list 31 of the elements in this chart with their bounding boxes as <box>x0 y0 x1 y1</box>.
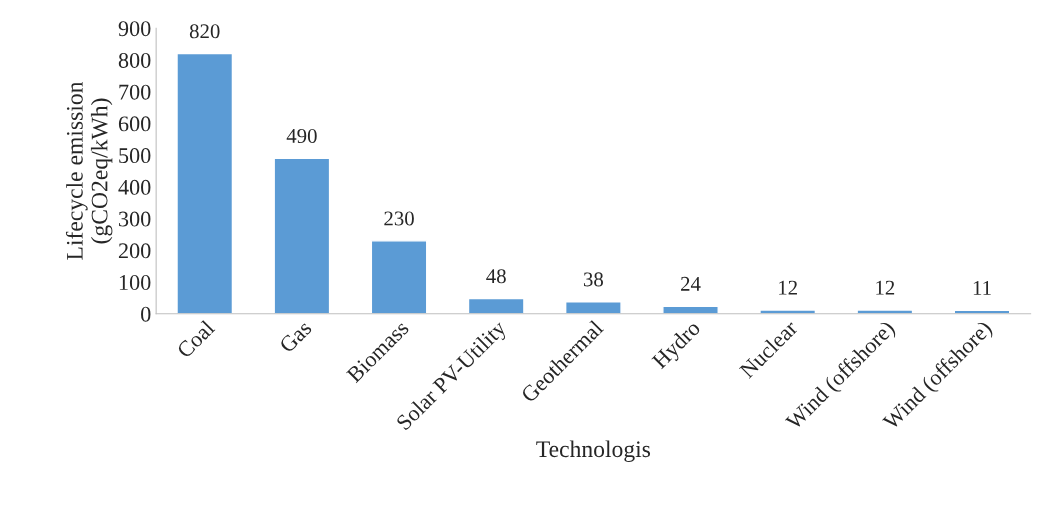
data-label: 820 <box>189 24 220 39</box>
bar <box>856 309 914 314</box>
bar <box>176 52 234 314</box>
data-label: 48 <box>486 269 506 284</box>
data-label: 230 <box>384 211 414 226</box>
data-label: 24 <box>681 276 701 291</box>
y-tick-label: 600 <box>118 116 151 132</box>
bar <box>467 297 525 314</box>
bar <box>564 301 622 314</box>
y-tick-label: 900 <box>118 21 151 37</box>
bar <box>662 305 719 314</box>
x-tick-label: Coal <box>175 318 216 359</box>
x-tick-label: Gas <box>278 319 313 354</box>
y-tick-label: 500 <box>119 148 151 164</box>
y-tick-label: 400 <box>118 179 151 195</box>
data-label: 490 <box>286 128 317 143</box>
data-label: 12 <box>876 280 895 295</box>
bar <box>759 309 817 314</box>
x-axis-title: Technologis <box>536 440 651 462</box>
y-tick-label: 300 <box>119 211 151 227</box>
data-label: 11 <box>973 281 991 295</box>
y-tick-label: 0 <box>141 306 151 322</box>
data-label: 38 <box>583 272 603 287</box>
y-tick-label: 800 <box>118 52 151 68</box>
y-tick-label: 700 <box>119 84 151 100</box>
y-axis-title: Lifecycle emission (gCO2eq/kWh) <box>65 81 113 260</box>
y-tick-label: 100 <box>119 275 151 290</box>
y-tick-label: 200 <box>118 243 151 259</box>
bar <box>273 157 331 314</box>
data-label: 12 <box>779 280 797 295</box>
bar <box>370 240 428 314</box>
